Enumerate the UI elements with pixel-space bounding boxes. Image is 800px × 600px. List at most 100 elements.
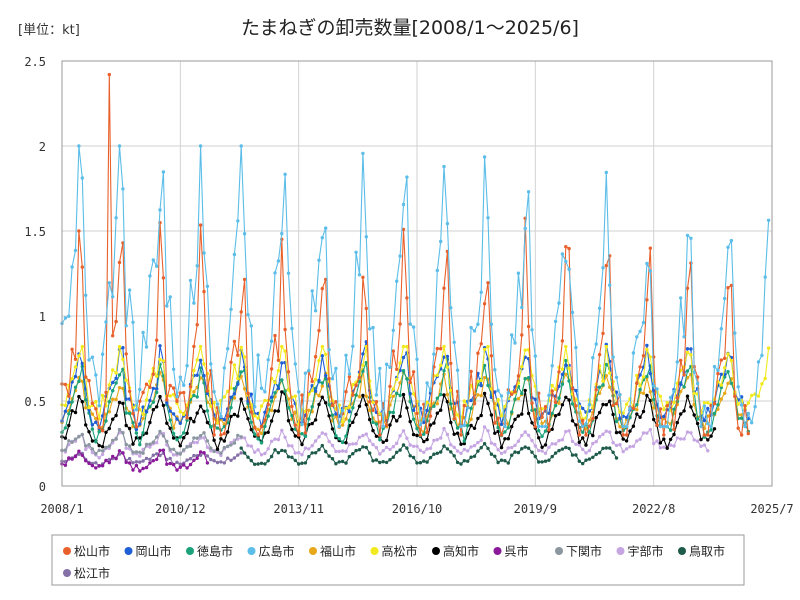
series-高知市 <box>60 388 717 451</box>
data-point-鳥取市-13 <box>283 449 287 453</box>
data-point-高知市-33 <box>171 436 176 440</box>
data-point-宇部市-54 <box>242 436 247 440</box>
data-point-高松市-3 <box>70 376 74 381</box>
data-point-松山市-2 <box>67 394 71 398</box>
data-point-松山市-171 <box>638 365 642 369</box>
data-point-鳥取市-104 <box>591 455 595 459</box>
series-鳥取市 <box>239 442 619 466</box>
data-point-呉市-3 <box>70 457 74 461</box>
data-point-松山市-164 <box>614 401 619 406</box>
data-point-徳島市-113 <box>442 369 446 373</box>
data-point-福山市-7 <box>84 406 88 410</box>
data-point-松山市-157 <box>591 417 595 421</box>
data-point-高知市-26 <box>148 420 152 425</box>
data-point-鳥取市-58 <box>435 451 439 455</box>
data-point-高知市-160 <box>601 402 605 407</box>
data-point-高松市-209 <box>766 346 771 350</box>
data-point-宇部市-174 <box>648 427 652 432</box>
data-point-松山市-119 <box>462 403 466 408</box>
data-point-高知市-75 <box>313 418 318 422</box>
data-point-鳥取市-44 <box>388 458 392 462</box>
data-point-高知市-18 <box>121 401 125 406</box>
data-point-呉市-9 <box>90 463 95 468</box>
data-point-高松市-114 <box>445 365 450 369</box>
data-point-広島市-155 <box>584 422 588 426</box>
data-point-岡山市-191 <box>706 406 710 411</box>
data-point-高松市-208 <box>763 376 767 381</box>
data-point-高松市-67 <box>286 388 291 392</box>
data-point-岡山市-29 <box>158 344 162 348</box>
data-point-高知市-125 <box>482 391 487 396</box>
data-point-高知市-1 <box>63 436 68 440</box>
data-point-福山市-98 <box>391 394 395 398</box>
data-point-呉市-33 <box>171 462 176 467</box>
data-point-岡山市-140 <box>533 397 537 401</box>
data-point-広島市-21 <box>131 320 135 324</box>
data-point-鳥取市-33 <box>351 452 355 456</box>
data-point-岡山市-183 <box>679 382 683 387</box>
data-point-高松市-167 <box>624 402 629 406</box>
data-point-徳島市-34 <box>175 438 179 442</box>
data-point-宇部市-152 <box>574 442 578 446</box>
data-point-宇部市-68 <box>290 444 294 448</box>
data-point-徳島市-121 <box>469 406 473 410</box>
data-point-高知市-96 <box>384 438 389 443</box>
data-point-高松市-18 <box>121 357 125 361</box>
data-point-鳥取市-95 <box>560 447 565 451</box>
data-point-松山市-144 <box>547 428 551 432</box>
data-point-高松市-25 <box>144 398 149 402</box>
data-point-下関市-21 <box>131 450 135 454</box>
data-point-宇部市-93 <box>374 445 379 450</box>
data-point-徳島市-150 <box>567 379 571 383</box>
data-point-高知市-95 <box>381 440 385 444</box>
data-point-福山市-170 <box>635 408 639 412</box>
data-point-高松市-41 <box>198 344 203 349</box>
data-point-広島市-23 <box>138 387 142 392</box>
data-point-高松市-140 <box>533 384 537 388</box>
data-point-宇部市-167 <box>624 447 629 451</box>
data-point-広島市-6 <box>80 176 85 180</box>
data-point-高知市-4 <box>73 410 78 415</box>
data-point-鳥取市-48 <box>401 443 406 447</box>
data-point-広島市-124 <box>479 290 483 294</box>
data-point-呉市-26 <box>148 461 152 465</box>
data-point-宇部市-165 <box>618 443 622 447</box>
data-point-松山市-38 <box>188 385 193 389</box>
data-point-宇部市-181 <box>672 444 676 448</box>
data-point-広島市-89 <box>361 151 365 156</box>
data-point-鳥取市-86 <box>530 450 534 454</box>
data-point-高松市-45 <box>212 400 216 405</box>
data-point-松山市-100 <box>398 322 402 326</box>
data-point-徳島市-11 <box>97 430 101 434</box>
data-point-広島市-153 <box>577 419 581 423</box>
data-point-徳島市-125 <box>482 363 487 368</box>
data-point-広島市-184 <box>682 335 686 339</box>
data-point-福山市-15 <box>111 397 115 401</box>
data-point-徳島市-24 <box>141 431 145 435</box>
data-point-鳥取市-110 <box>611 450 615 454</box>
data-point-広島市-204 <box>750 421 754 425</box>
data-point-宇部市-108 <box>425 447 429 451</box>
data-point-広島市-1 <box>63 316 68 320</box>
data-point-松山市-94 <box>378 433 382 437</box>
data-point-高知市-139 <box>530 421 534 425</box>
data-point-松江市-35 <box>178 462 182 466</box>
data-point-徳島市-105 <box>415 426 419 431</box>
data-point-高松市-112 <box>439 363 443 367</box>
data-point-広島市-125 <box>482 155 487 159</box>
data-point-呉市-40 <box>195 456 199 460</box>
data-point-高知市-53 <box>239 397 243 401</box>
data-point-徳島市-99 <box>395 391 399 395</box>
data-point-高知市-30 <box>161 403 166 408</box>
data-point-徳島市-22 <box>134 431 139 435</box>
data-point-松山市-69 <box>293 423 297 427</box>
data-point-松山市-156 <box>587 424 592 428</box>
data-point-徳島市-100 <box>398 393 402 398</box>
data-point-福山市-16 <box>114 397 118 402</box>
data-point-徳島市-111 <box>435 396 439 400</box>
data-point-広島市-144 <box>547 393 551 398</box>
data-point-福山市-84 <box>344 417 348 421</box>
data-point-呉市-19 <box>124 460 128 465</box>
data-point-広島市-141 <box>537 424 541 429</box>
data-point-宇部市-151 <box>570 439 575 444</box>
